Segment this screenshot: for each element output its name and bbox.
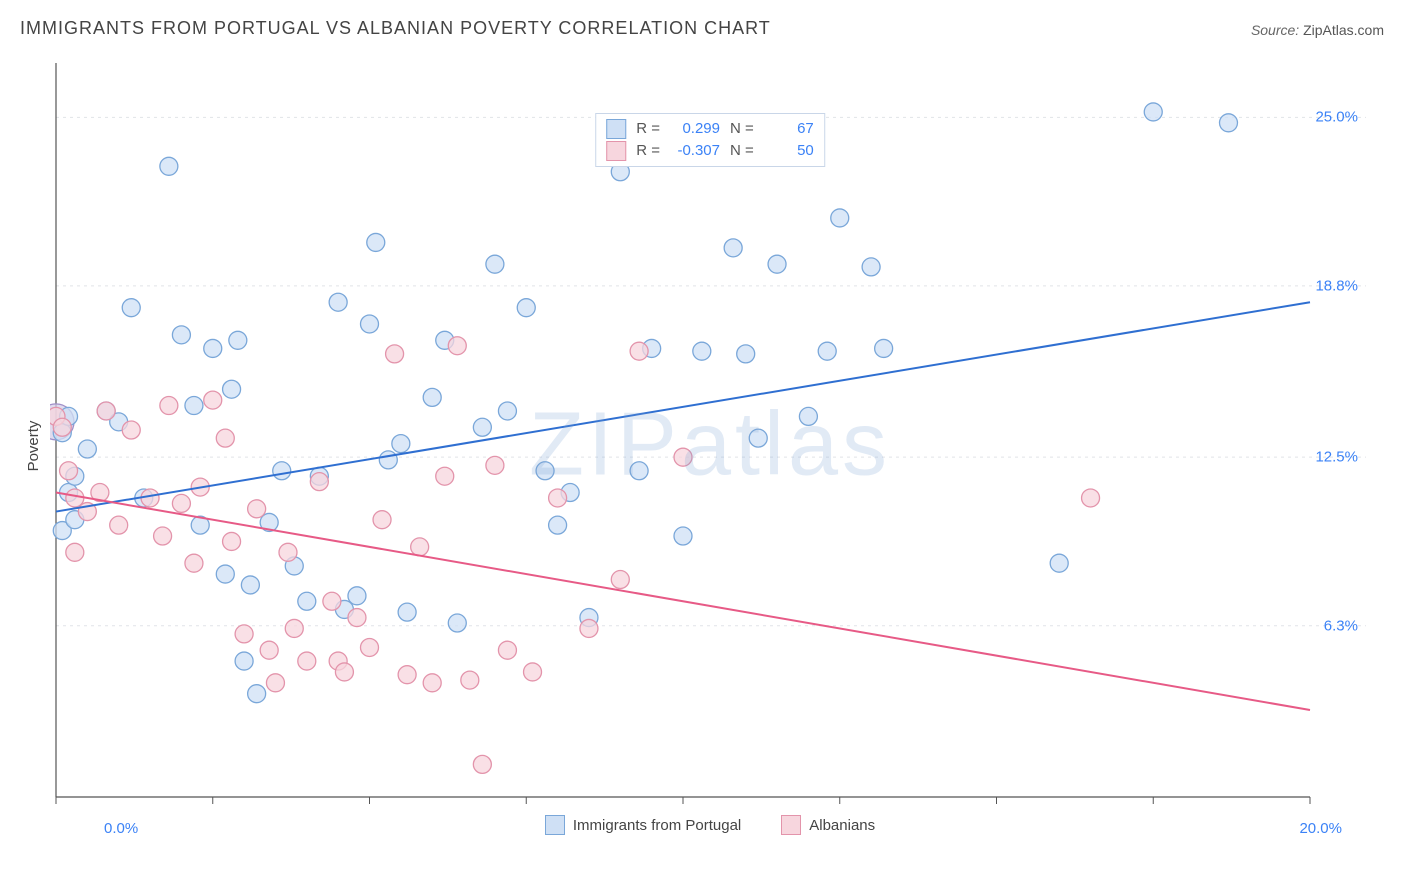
- legend-swatch-icon: [545, 815, 565, 835]
- n-value-portugal: 67: [764, 118, 814, 140]
- n-label: N =: [730, 140, 754, 162]
- chart-title: IMMIGRANTS FROM PORTUGAL VS ALBANIAN POV…: [20, 18, 771, 39]
- legend-swatch-portugal: [606, 119, 626, 139]
- source-label: Source:: [1251, 22, 1299, 38]
- legend-label-albanians: Albanians: [809, 817, 875, 834]
- legend-row-albanians: R = -0.307 N = 50: [606, 140, 814, 162]
- y-axis-label: Poverty: [25, 421, 42, 472]
- y-tick-label: 12.5%: [1315, 449, 1358, 466]
- n-label: N =: [730, 118, 754, 140]
- scatter-svg: [50, 55, 1370, 835]
- y-tick-label: 6.3%: [1324, 617, 1358, 634]
- legend-swatch-albanians: [606, 141, 626, 161]
- source-attribution: Source: ZipAtlas.com: [1251, 22, 1384, 38]
- n-value-albanians: 50: [764, 140, 814, 162]
- y-tick-label: 25.0%: [1315, 109, 1358, 126]
- source-value: ZipAtlas.com: [1303, 22, 1384, 38]
- legend-item-albanians: Albanians: [781, 815, 875, 835]
- plot-area: ZIPatlas R = 0.299 N = 67 R = -0.307 N =…: [50, 55, 1370, 835]
- r-value-albanians: -0.307: [670, 140, 720, 162]
- r-label: R =: [636, 140, 660, 162]
- legend-label-portugal: Immigrants from Portugal: [573, 817, 741, 834]
- legend-row-portugal: R = 0.299 N = 67: [606, 118, 814, 140]
- r-label: R =: [636, 118, 660, 140]
- legend-item-portugal: Immigrants from Portugal: [545, 815, 741, 835]
- r-value-portugal: 0.299: [670, 118, 720, 140]
- series-legend: Immigrants from Portugal Albanians: [50, 815, 1370, 835]
- legend-swatch-icon: [781, 815, 801, 835]
- y-tick-label: 18.8%: [1315, 277, 1358, 294]
- correlation-legend: R = 0.299 N = 67 R = -0.307 N = 50: [595, 113, 825, 167]
